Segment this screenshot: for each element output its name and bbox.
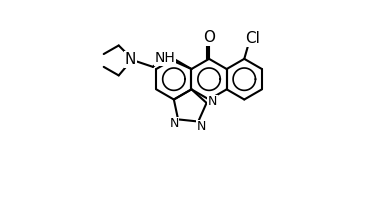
Text: NH: NH bbox=[154, 51, 175, 65]
Text: Cl: Cl bbox=[245, 31, 260, 46]
Text: N: N bbox=[197, 120, 206, 133]
Text: O: O bbox=[203, 30, 215, 45]
Text: N: N bbox=[169, 117, 179, 130]
Text: N: N bbox=[208, 95, 217, 108]
Text: N: N bbox=[125, 52, 136, 67]
